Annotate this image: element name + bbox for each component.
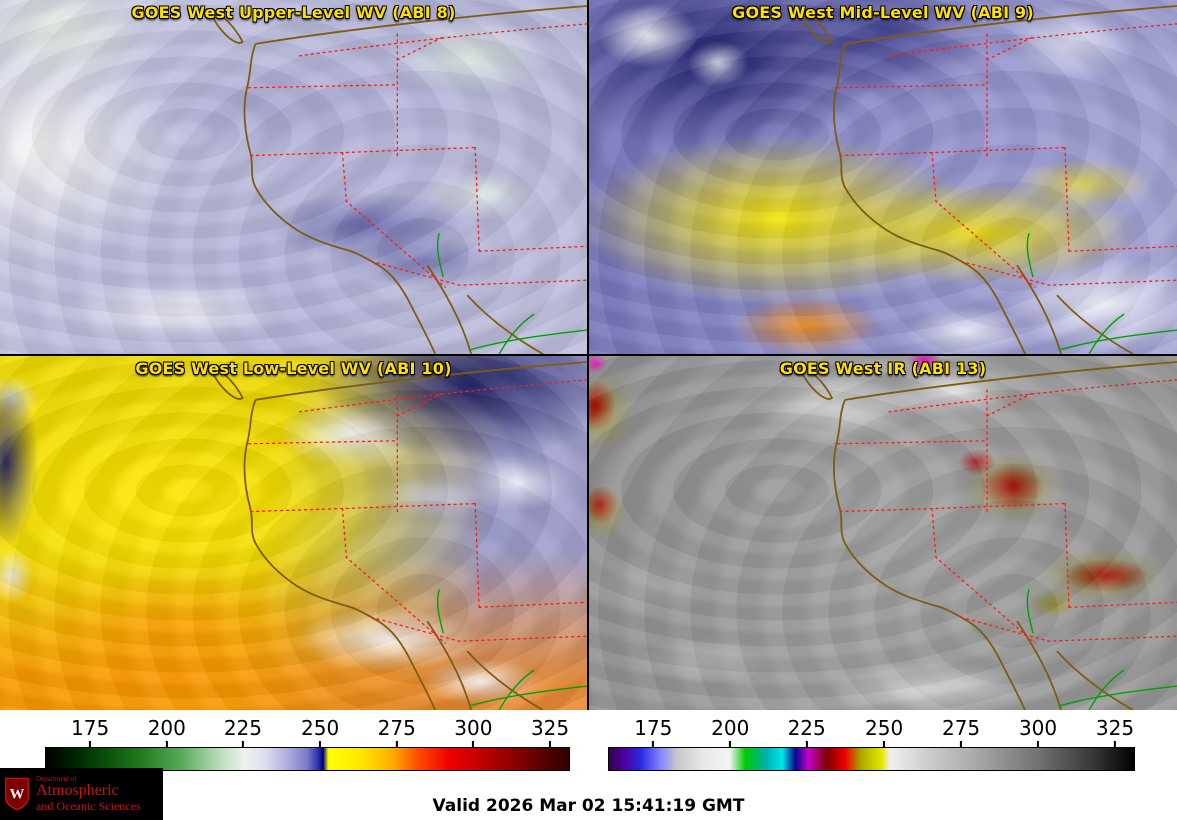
logo-line-2: Atmospheric — [36, 781, 119, 799]
colorbar-tick-label: 225 — [787, 716, 826, 740]
uw-crest-icon: W — [5, 777, 29, 811]
colorbar-tick-label: 175 — [634, 716, 673, 740]
colorbar-tick-label: 325 — [530, 716, 570, 740]
valid-time: Valid 2026 Mar 02 15:41:19 GMT — [432, 796, 745, 816]
colorbar-tick-label: 275 — [377, 716, 416, 740]
colorbar-tick-label: 250 — [865, 716, 904, 740]
panel-low-level-wv: GOES West Low-Level WV (ABI 10) — [0, 356, 587, 710]
panel-title-abi10: GOES West Low-Level WV (ABI 10) — [135, 359, 452, 378]
colorbar-tick-label: 200 — [711, 716, 750, 740]
colorbar-tick-label: 300 — [1018, 716, 1058, 740]
colorbar-ticks-ir: 175 200 225 250 275 300 325 — [608, 716, 1135, 748]
satellite-image-abi10 — [0, 356, 587, 710]
panel-title-abi9: GOES West Mid-Level WV (ABI 9) — [732, 3, 1034, 22]
colorbar-tick-label: 275 — [941, 716, 981, 740]
colorbar-tick-label: 250 — [301, 716, 340, 740]
colorbar-ir — [608, 747, 1135, 771]
colorbar-ticks-wv: 175 200 225 250 275 300 325 — [45, 716, 570, 748]
footer-strip: 175 200 225 250 275 300 325 175 200 225 250 275 300… — [0, 710, 1177, 820]
satellite-image-abi9 — [589, 0, 1177, 354]
colorbar-wv — [45, 747, 570, 771]
colorbar-tick-label: 200 — [147, 716, 186, 740]
panel-title-abi13: GOES West IR (ABI 13) — [779, 359, 987, 378]
logo-text: Department of Atmospheric and Oceanic Sc… — [36, 774, 141, 813]
panel-ir: GOES West IR (ABI 13) — [589, 356, 1177, 710]
colorbar-tick-label: 300 — [454, 716, 493, 740]
colorbar-tick-label: 325 — [1095, 716, 1135, 740]
crest-letter: W — [10, 786, 25, 802]
satellite-image-abi8 — [0, 0, 587, 354]
logo-line-1: Department of — [36, 774, 77, 783]
panel-title-abi8: GOES West Upper-Level WV (ABI 8) — [131, 3, 456, 22]
colorbar-tick-label: 175 — [71, 716, 110, 740]
colorbar-tick-label: 225 — [223, 716, 263, 740]
panel-upper-level-wv: GOES West Upper-Level WV (ABI 8) — [0, 0, 587, 354]
satellite-image-abi13 — [589, 356, 1177, 710]
panel-mid-level-wv: GOES West Mid-Level WV (ABI 9) — [589, 0, 1177, 354]
uw-aos-logo: W Department of Atmospheric and Oceanic … — [0, 768, 163, 820]
logo-line-3: and Oceanic Sciences — [36, 798, 141, 813]
imagery-grid: GOES West Upper-Level WV (ABI 8) GOES We… — [0, 0, 1177, 710]
